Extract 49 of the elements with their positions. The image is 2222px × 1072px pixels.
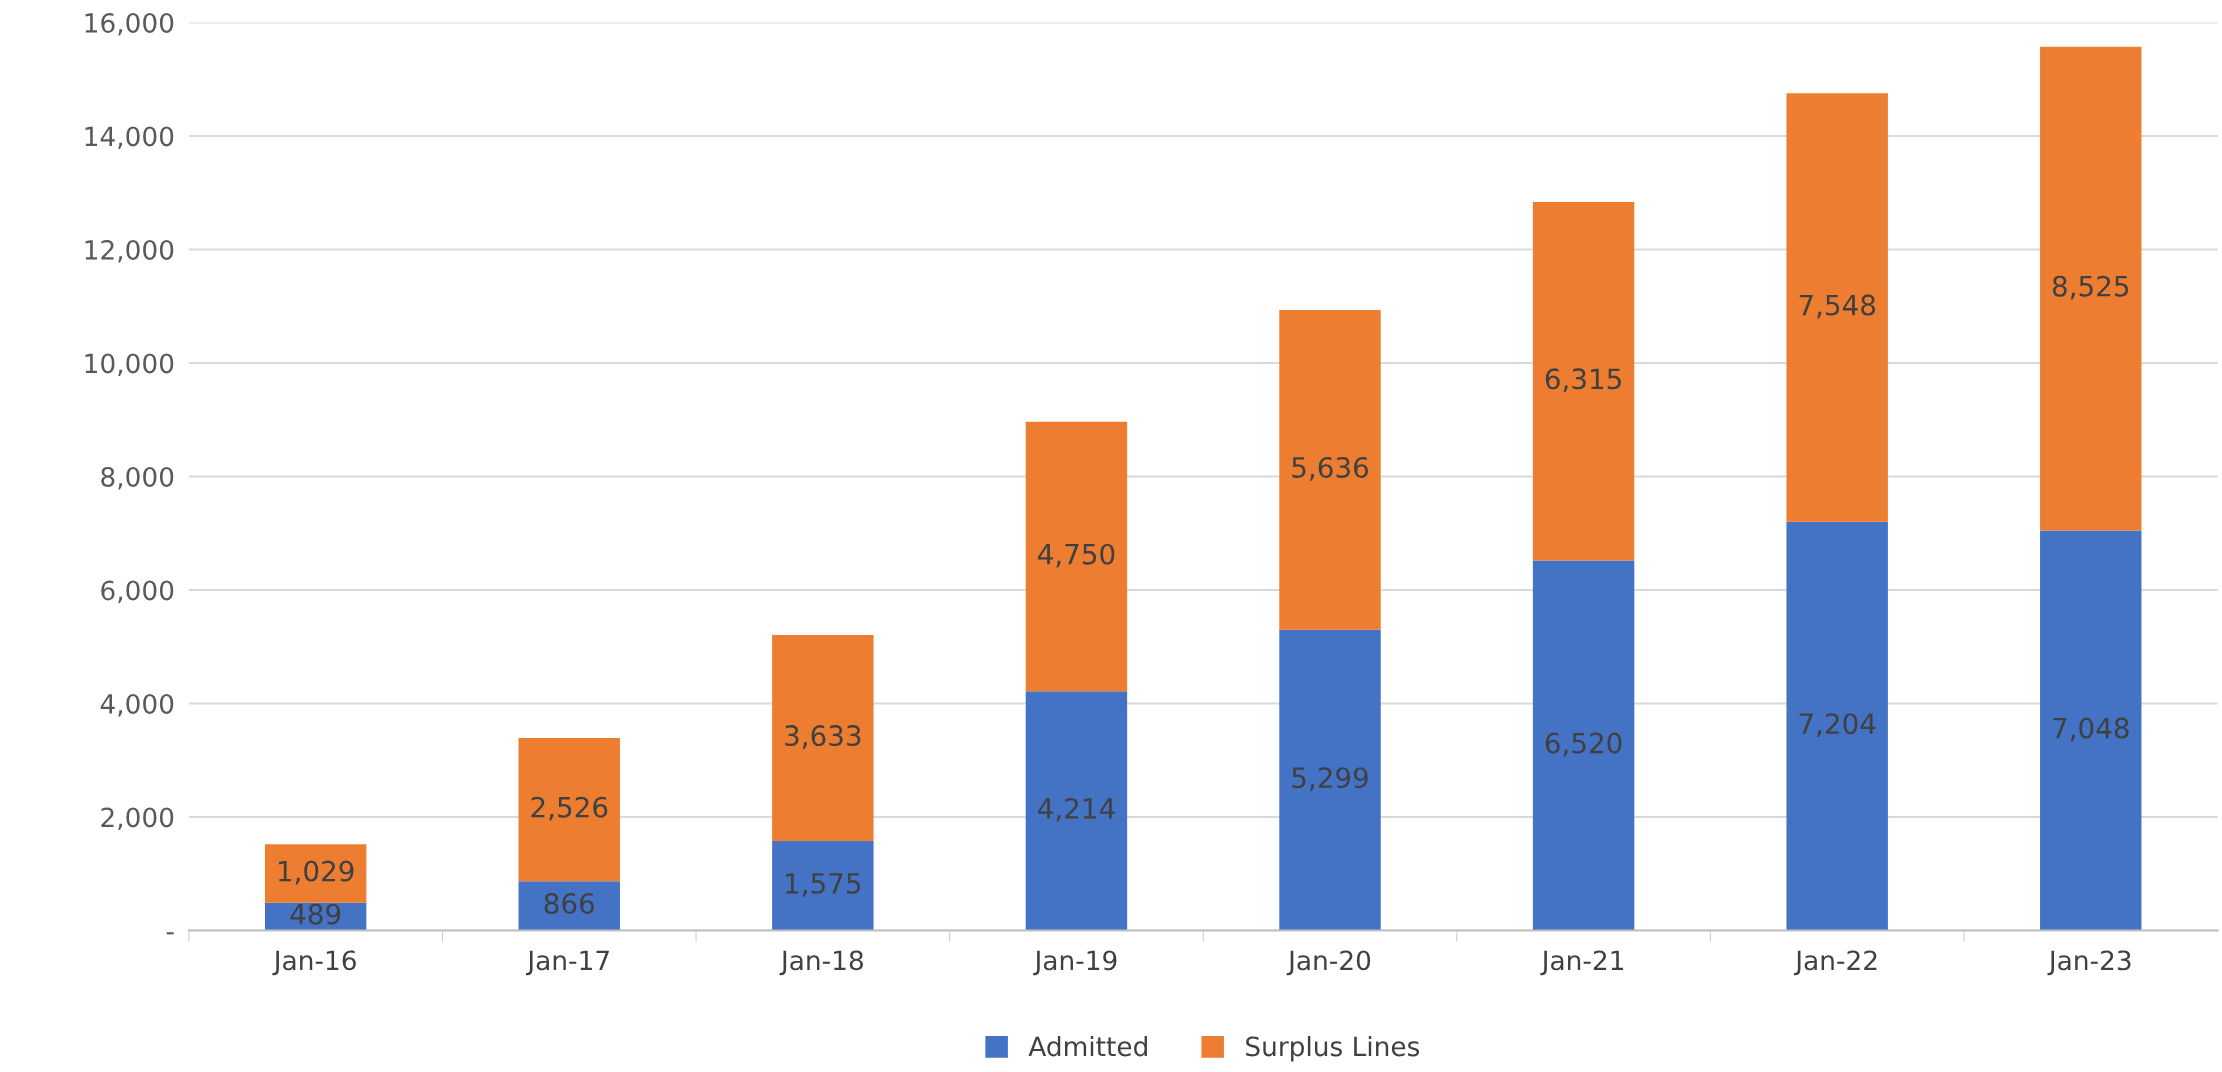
y-tick-label: 4,000 [100, 693, 174, 717]
y-tick-label: - [166, 932, 174, 935]
data-label: 489 [290, 903, 341, 925]
data-label: 2,526 [531, 796, 608, 821]
x-tick-label: Jan-18 [779, 950, 863, 976]
bar [1532, 202, 1635, 561]
bar [1786, 93, 1888, 522]
data-label: 7,204 [1799, 713, 1876, 737]
x-tick-label: Jan-21 [1540, 950, 1624, 976]
x-tick-label: Jan-19 [1033, 950, 1117, 976]
bar [772, 634, 874, 842]
bar [2040, 530, 2142, 931]
data-label: 4,214 [1038, 797, 1115, 822]
bar [1279, 309, 1381, 630]
y-tick-label: 10,000 [85, 353, 174, 377]
x-tick-label: Jan-22 [1793, 950, 1877, 976]
data-label: 1,575 [786, 873, 861, 897]
bar [518, 738, 620, 882]
bar [1279, 629, 1381, 931]
data-label: 6,520 [1545, 732, 1622, 757]
y-tick-label: 12,000 [85, 239, 174, 263]
y-tick-label: 16,000 [85, 12, 174, 36]
data-label: 4,750 [1038, 543, 1115, 568]
data-label: 5,636 [1292, 456, 1369, 481]
data-label: 6,315 [1545, 368, 1621, 393]
bar [264, 844, 367, 903]
bar [1025, 421, 1128, 692]
data-label: 1,029 [278, 860, 354, 885]
bar [1786, 521, 1888, 931]
data-label: 866 [544, 892, 595, 914]
legend-label: Admitted [1028, 1035, 1147, 1057]
bar [772, 841, 874, 931]
data-label: 3,633 [785, 725, 861, 749]
x-tick-label: Jan-23 [2047, 950, 2131, 976]
y-tick-label: 8,000 [101, 466, 174, 490]
data-label: 5,299 [1292, 767, 1368, 792]
y-tick-label: 14,000 [85, 126, 174, 150]
bar [2040, 46, 2142, 531]
data-label: 7,548 [1799, 294, 1876, 319]
data-label: 7,048 [2053, 717, 2129, 742]
legend-label: Surplus Lines [1246, 1035, 1420, 1062]
data-label: 8,525 [2052, 275, 2129, 300]
x-tick-label: Jan-16 [272, 950, 356, 976]
x-tick-label: Jan-17 [525, 950, 609, 976]
bar [1532, 560, 1635, 931]
y-tick-label: 6,000 [101, 580, 174, 604]
x-tick-label: Jan-20 [1286, 950, 1371, 976]
y-tick-label: 2,000 [101, 807, 174, 831]
bar [1025, 691, 1128, 931]
